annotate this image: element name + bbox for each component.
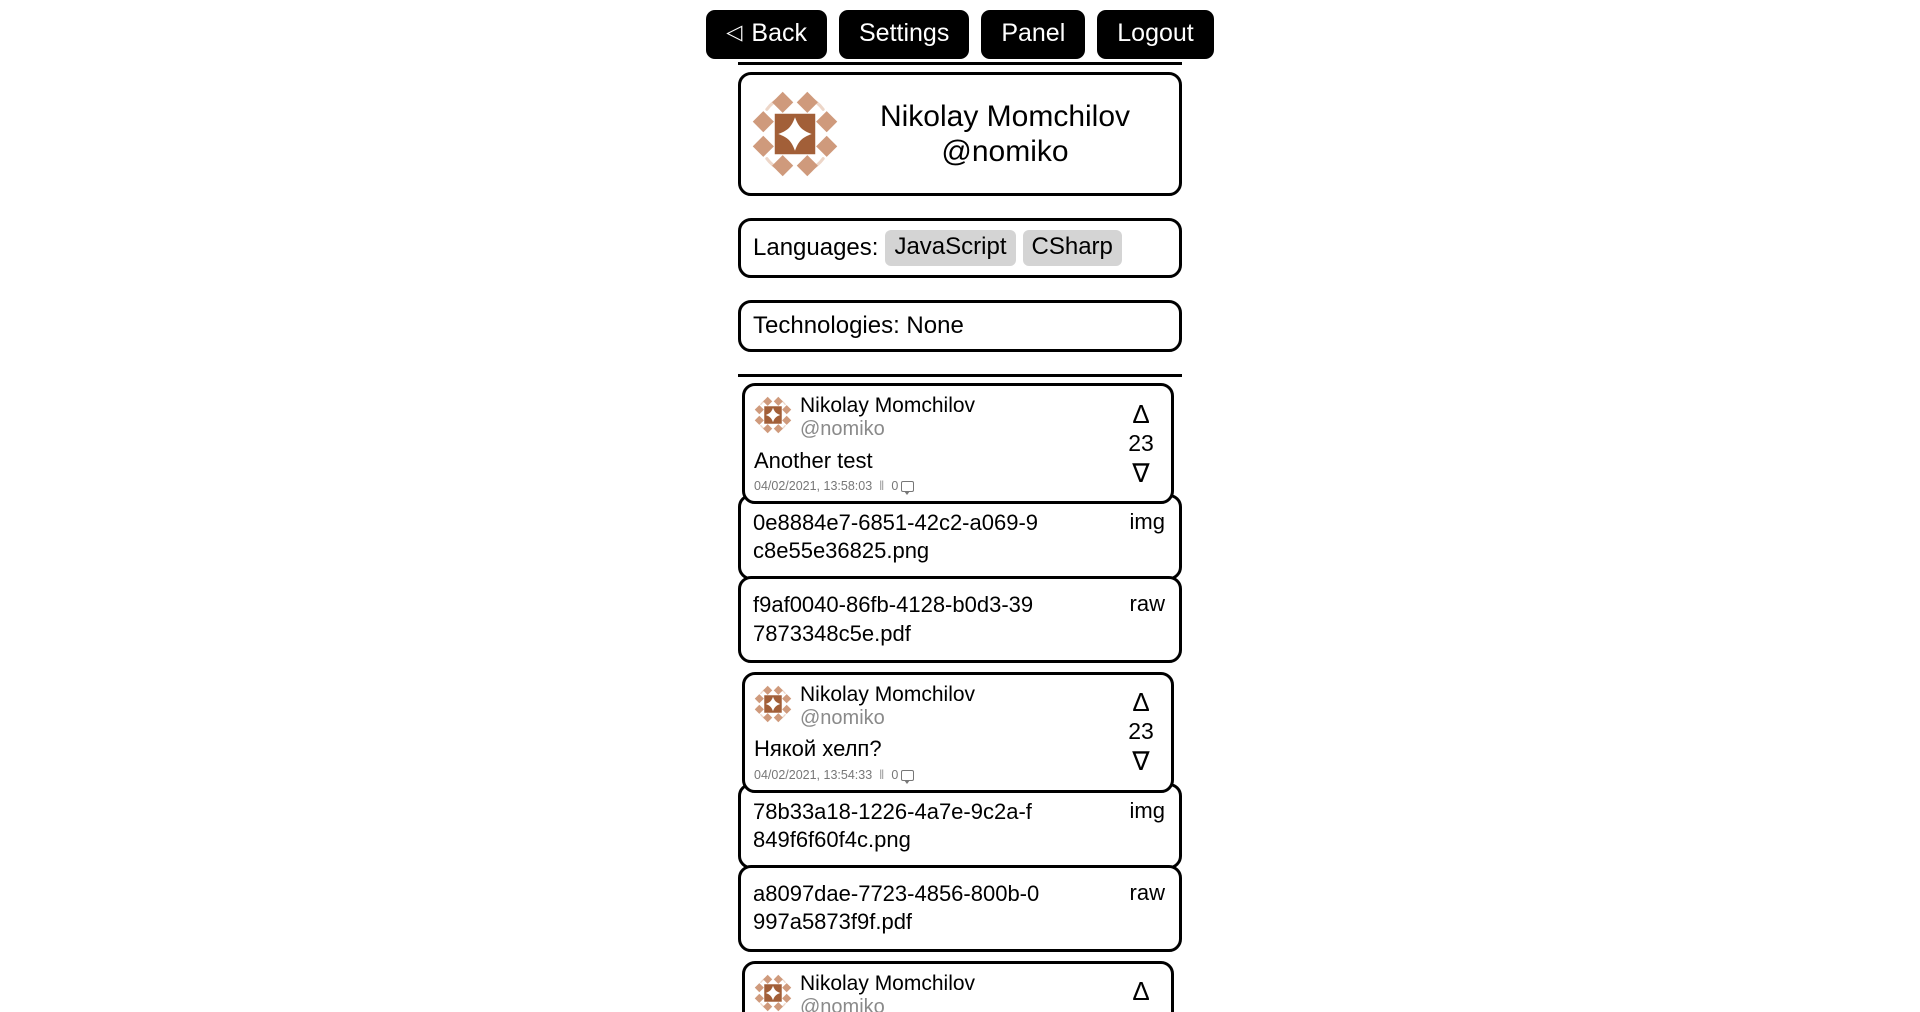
nav-button-label: Back — [751, 19, 807, 47]
nav-button-label: Panel — [1001, 19, 1066, 47]
upvote-icon[interactable]: Δ — [1132, 687, 1150, 718]
downvote-icon[interactable]: ∇ — [1132, 746, 1150, 777]
post-author-names: Nikolay Momchilov @nomiko — [800, 972, 975, 1012]
technologies-card: Technologies: None — [738, 300, 1182, 352]
attachment-row[interactable]: 78b33a18-1226-4a7e-9c2a-f849f6f60f4c.png… — [738, 782, 1182, 870]
comment-bubble-icon — [901, 769, 915, 784]
vote-score: 23 — [1128, 1006, 1154, 1012]
post-author-names: Nikolay Momchilov @nomiko — [800, 683, 975, 731]
page-title: Nikolay Momchilov — [879, 99, 1131, 133]
comment-count[interactable]: 0 — [891, 479, 915, 496]
identicon-avatar — [754, 974, 792, 1012]
technologies-label: Technologies: None — [753, 312, 964, 339]
identicon-avatar — [754, 396, 792, 434]
post-author-name: Nikolay Momchilov — [800, 971, 976, 995]
back-triangle-icon: ◁ — [726, 21, 743, 44]
post-author-handle: @nomiko — [800, 706, 885, 729]
post-main: Nikolay Momchilov @nomiko Another test 04/0… — [745, 392, 1115, 496]
nav-button-label: Logout — [1117, 19, 1194, 47]
attachment-kind-link[interactable]: img — [1129, 797, 1165, 823]
post-meta: 04/02/2021, 13:54:33 ‖ 0 — [754, 767, 1109, 784]
post-author-name: Nikolay Momchilov — [800, 682, 976, 706]
attachment-row[interactable]: f9af0040-86fb-4128-b0d3-397873348c5e.pdf… — [738, 576, 1182, 663]
attachment-filename[interactable]: a8097dae-7723-4856-800b-0997a5873f9f.pdf — [753, 881, 1040, 935]
attachment-filename[interactable]: 0e8884e7-6851-42c2-a069-9c8e55e36825.png — [753, 510, 1039, 564]
post-block: Nikolay Momchilov@nomikoTest post04/02/2… — [738, 960, 1182, 1012]
vote-column: Δ23∇ — [1115, 970, 1171, 1012]
vote-score: 23 — [1128, 718, 1154, 745]
comment-count-value: 0 — [891, 767, 899, 782]
post-title[interactable]: Някой хелп? — [754, 736, 882, 762]
post-title[interactable]: Another test — [754, 447, 873, 473]
post-author-handle: @nomiko — [800, 418, 885, 441]
languages-label: Languages: — [753, 234, 879, 261]
top-divider — [738, 62, 1182, 65]
profile-names: Nikolay Momchilov @nomiko — [847, 99, 1169, 170]
vote-score: 23 — [1128, 429, 1154, 456]
nav-button-back[interactable]: ◁ Back — [706, 10, 827, 59]
comment-count-value: 0 — [891, 479, 899, 494]
languages-tag-list: JavaScript CSharp — [885, 230, 1122, 266]
post-author[interactable]: Nikolay Momchilov @nomiko — [754, 683, 1109, 731]
main-column: Nikolay Momchilov @nomiko Languages: Jav… — [738, 62, 1182, 1012]
nav-button-label: Settings — [858, 19, 950, 47]
language-tag[interactable]: CSharp — [1022, 230, 1122, 266]
meta-separator: ‖ — [879, 479, 885, 494]
attachment-filename[interactable]: f9af0040-86fb-4128-b0d3-397873348c5e.pdf — [753, 592, 1034, 646]
nav-button-panel[interactable]: Panel — [981, 10, 1086, 59]
post-main: Nikolay Momchilov @nomiko Някой хелп? 04/02… — [745, 681, 1115, 784]
post-author-name: Nikolay Momchilov — [800, 394, 976, 417]
language-tag[interactable]: JavaScript — [885, 230, 1016, 266]
post-card[interactable]: Nikolay Momchilov @nomiko Another test 04/0… — [742, 383, 1174, 505]
post-timestamp: 04/02/2021, 13:58:03 — [754, 479, 873, 494]
post-block: Nikolay Momchilov @nomiko Another test 04/0… — [738, 383, 1182, 663]
post-author-handle: @nomiko — [800, 995, 885, 1012]
posts-list: Nikolay Momchilov @nomiko Another test 04/0… — [738, 383, 1182, 1012]
attachment-filename[interactable]: 78b33a18-1226-4a7e-9c2a-f849f6f60f4c.png — [753, 798, 1032, 853]
profile-card: Nikolay Momchilov @nomiko — [738, 72, 1182, 196]
top-navigation-bar: ◁ Back Settings Panel Logout — [0, 10, 1920, 59]
post-card[interactable]: Nikolay Momchilov @nomiko Някой хелп? 04/02… — [742, 671, 1174, 793]
post-author[interactable]: Nikolay Momchilov @nomiko — [754, 394, 1109, 442]
attachment-kind-link[interactable]: img — [1129, 509, 1165, 535]
languages-card: Languages: JavaScript CSharp — [738, 218, 1182, 278]
upvote-icon[interactable]: Δ — [1132, 976, 1150, 1007]
post-main: Nikolay Momchilov@nomikoTest post04/02/2… — [745, 970, 1115, 1012]
posts-divider — [738, 374, 1182, 377]
post-block: Nikolay Momchilov @nomiko Някой хелп? 04/02… — [738, 671, 1182, 952]
comment-bubble-icon — [901, 481, 915, 496]
attachment-kind-link[interactable]: raw — [1129, 880, 1165, 906]
nav-button-logout[interactable]: Logout — [1097, 10, 1214, 59]
profile-handle: @nomiko — [941, 135, 1069, 168]
meta-separator: ‖ — [879, 767, 885, 782]
nav-button-settings[interactable]: Settings — [838, 10, 970, 59]
upvote-icon[interactable]: Δ — [1132, 398, 1150, 429]
post-meta: 04/02/2021, 13:58:03 ‖ 0 — [754, 479, 1109, 496]
downvote-icon[interactable]: ∇ — [1132, 457, 1150, 488]
comment-count[interactable]: 0 — [891, 767, 915, 784]
post-card[interactable]: Nikolay Momchilov@nomikoTest post04/02/2… — [742, 960, 1174, 1012]
attachment-kind-link[interactable]: raw — [1129, 591, 1165, 617]
post-author-names: Nikolay Momchilov @nomiko — [800, 394, 975, 442]
post-timestamp: 04/02/2021, 13:54:33 — [754, 767, 873, 782]
identicon-avatar — [751, 90, 839, 178]
identicon-avatar — [754, 685, 792, 723]
attachment-row[interactable]: a8097dae-7723-4856-800b-0997a5873f9f.pdf… — [738, 865, 1182, 952]
post-author[interactable]: Nikolay Momchilov @nomiko — [754, 972, 1109, 1012]
attachment-row[interactable]: 0e8884e7-6851-42c2-a069-9c8e55e36825.png… — [738, 494, 1182, 581]
